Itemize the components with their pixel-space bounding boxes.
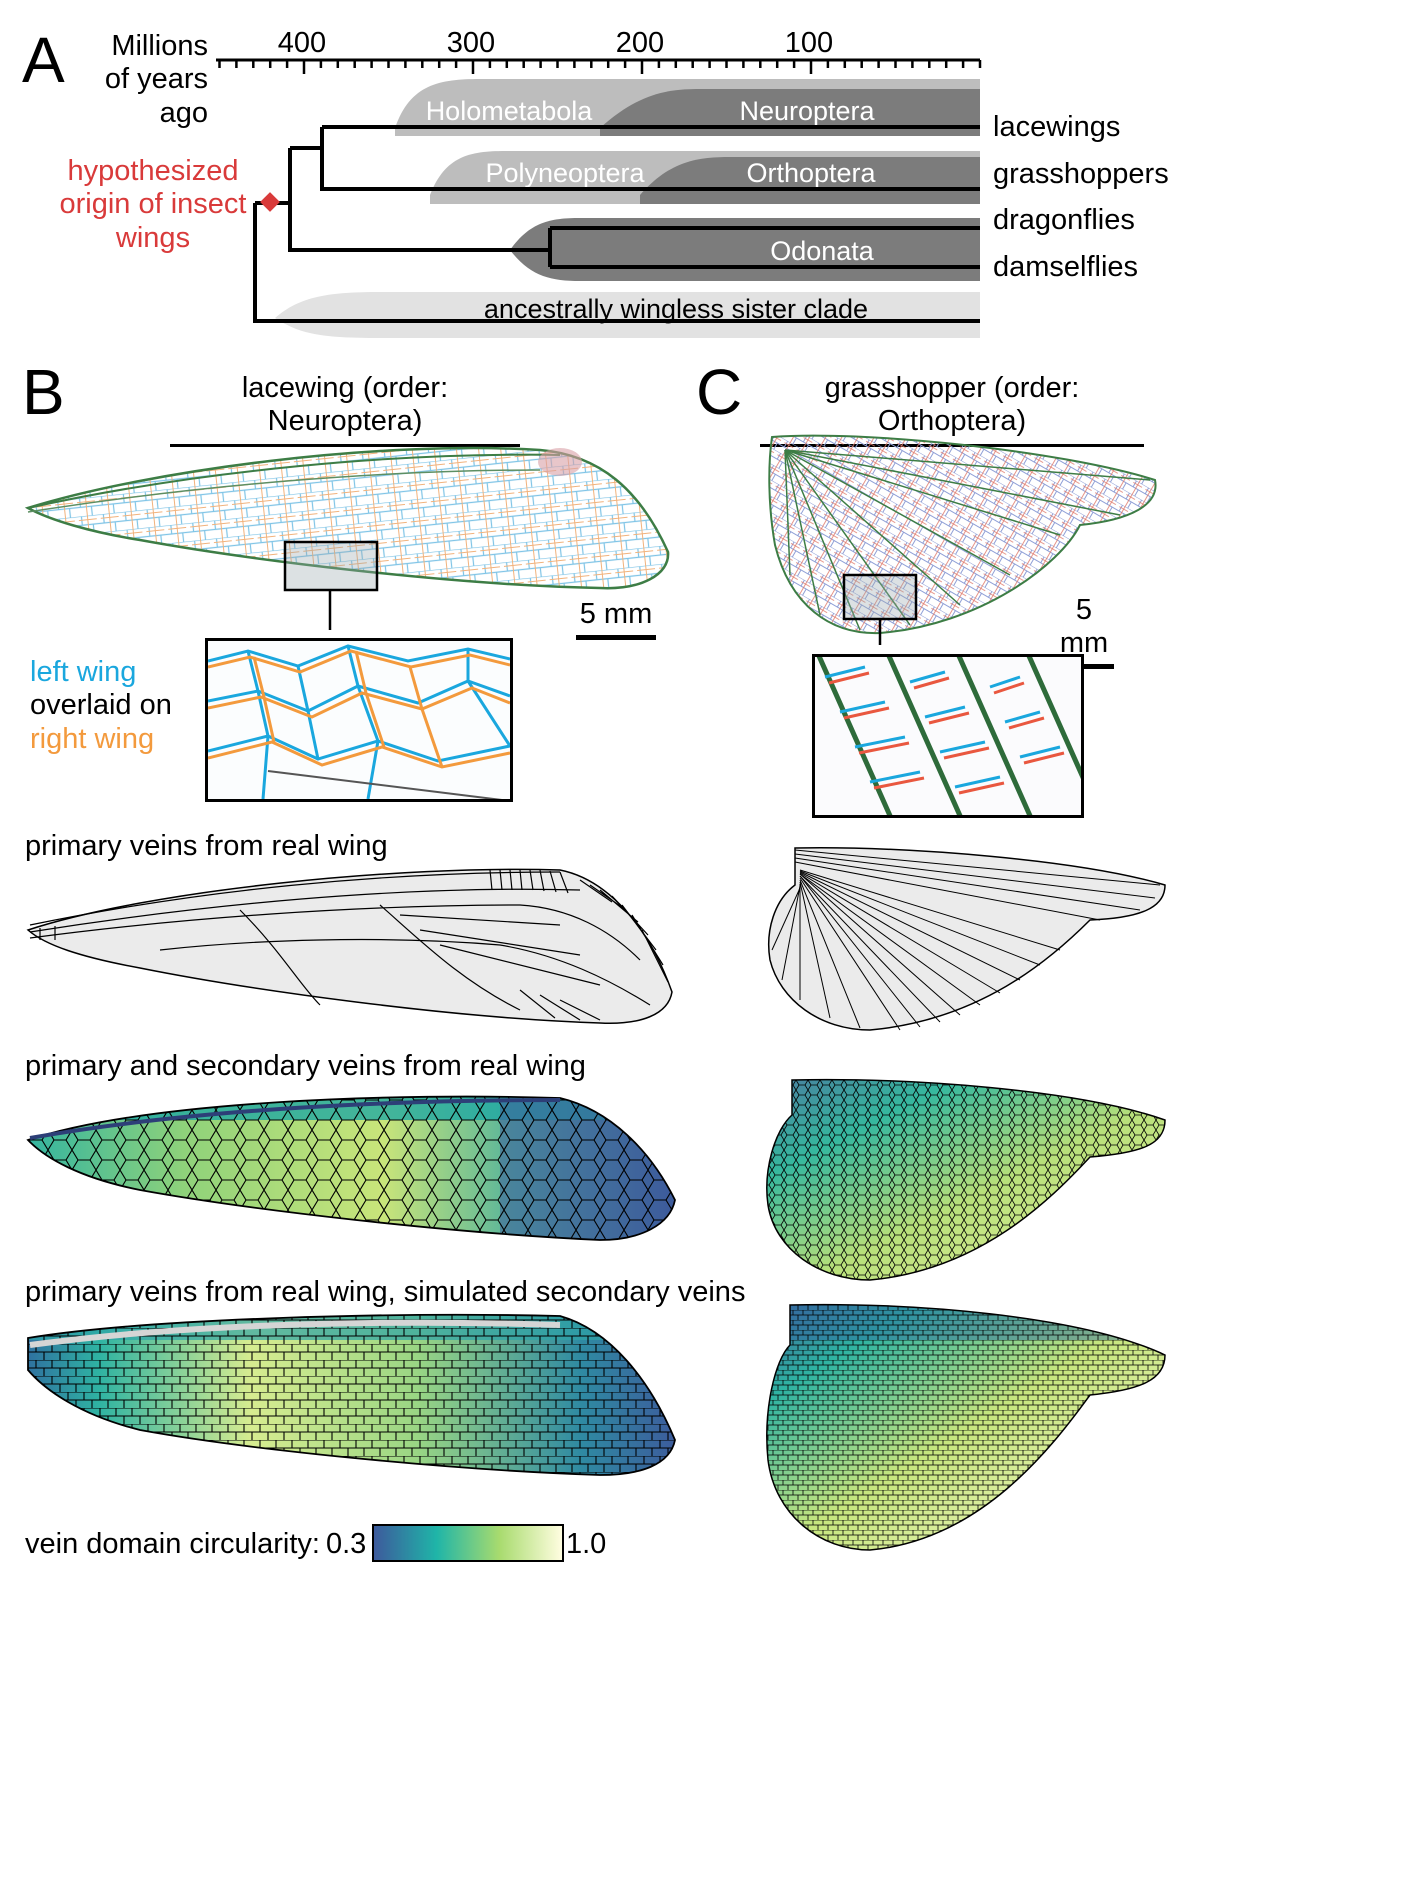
scalebar-b: 5 mm bbox=[576, 598, 656, 640]
row-label-simulated: primary veins from real wing, simulated … bbox=[25, 1276, 746, 1308]
lacewing-primary-veins bbox=[26, 868, 673, 1024]
neuroptera-band bbox=[600, 89, 980, 136]
grasshopper-zoom-inset bbox=[812, 654, 1084, 818]
row-label-primary: primary veins from real wing bbox=[25, 830, 388, 862]
phylogeny-tree: 400 300 200 100 Holometabola Neuroptera … bbox=[216, 27, 1169, 338]
origin-label-line: wings bbox=[115, 221, 191, 254]
lacewing-photo-wing bbox=[24, 446, 670, 630]
axis-label-line: Millions bbox=[111, 30, 208, 62]
scalebar-c: 5 mm bbox=[1054, 594, 1114, 669]
tick-label-100: 100 bbox=[785, 27, 833, 59]
legend-left-wing: left wing bbox=[30, 656, 137, 688]
clade-label-polyneoptera: Polyneoptera bbox=[485, 158, 645, 188]
panel-b-title: lacewing (order: Neuroptera) bbox=[170, 372, 520, 447]
taxon-lacewings: lacewings bbox=[993, 111, 1120, 143]
overlay-legend: left wing overlaid on right wing bbox=[30, 656, 172, 756]
scalebar-label: 5 mm bbox=[579, 598, 653, 630]
panel-label-b: B bbox=[22, 356, 65, 428]
grasshopper-real-cells bbox=[766, 1078, 1166, 1281]
zoom-box bbox=[842, 573, 918, 621]
colorbar-min: 0.3 bbox=[326, 1528, 367, 1560]
grasshopper-simulated-cells bbox=[766, 1303, 1166, 1551]
origin-label-line: origin of insect bbox=[59, 188, 247, 221]
colorbar-max: 1.0 bbox=[566, 1528, 607, 1560]
taxon-damselflies: damselflies bbox=[993, 251, 1138, 283]
tree-branches bbox=[253, 125, 980, 323]
lacewing-real-cells bbox=[26, 1095, 676, 1241]
clade-label-orthoptera: Orthoptera bbox=[746, 158, 876, 188]
timeline-axis-label: Millions of years ago bbox=[80, 30, 208, 130]
tick-label-400: 400 bbox=[278, 27, 326, 59]
time-axis: 400 300 200 100 bbox=[216, 27, 982, 74]
panel-label-c: C bbox=[696, 356, 743, 428]
clade-label-holometabola: Holometabola bbox=[426, 96, 594, 126]
clade-label-neuroptera: Neuroptera bbox=[739, 96, 875, 126]
grasshopper-primary-veins bbox=[768, 847, 1166, 1031]
scalebar-label: 5 mm bbox=[1059, 594, 1109, 659]
legend-overlaid-on: overlaid on bbox=[30, 689, 172, 722]
axis-label-line: ago bbox=[159, 96, 208, 129]
taxon-grasshoppers: grasshoppers bbox=[993, 158, 1169, 190]
taxon-dragonflies: dragonflies bbox=[993, 204, 1135, 236]
colorbar-label: vein domain circularity: bbox=[25, 1528, 320, 1560]
origin-marker bbox=[260, 192, 280, 212]
wingless-band bbox=[275, 292, 980, 338]
tick-label-200: 200 bbox=[616, 27, 664, 59]
zoom-box bbox=[283, 540, 379, 592]
grasshopper-photo-wing bbox=[768, 434, 1157, 645]
row-label-primary-secondary: primary and secondary veins from real wi… bbox=[25, 1050, 586, 1082]
lacewing-zoom-inset bbox=[205, 638, 513, 802]
panel-label-a: A bbox=[22, 24, 65, 96]
panel-c-title: grasshopper (order: Orthoptera) bbox=[760, 372, 1144, 447]
tick-label-300: 300 bbox=[447, 27, 495, 59]
lacewing-simulated-cells bbox=[27, 1313, 676, 1476]
legend-right-wing: right wing bbox=[30, 722, 155, 755]
origin-label: hypothesized origin of insect wings bbox=[38, 155, 268, 255]
orthoptera-band bbox=[640, 157, 980, 204]
axis-label-line: of years bbox=[104, 63, 208, 96]
origin-label-line: hypothesized bbox=[67, 155, 239, 187]
colorbar bbox=[372, 1524, 564, 1562]
clade-label-odonata: Odonata bbox=[770, 236, 875, 266]
